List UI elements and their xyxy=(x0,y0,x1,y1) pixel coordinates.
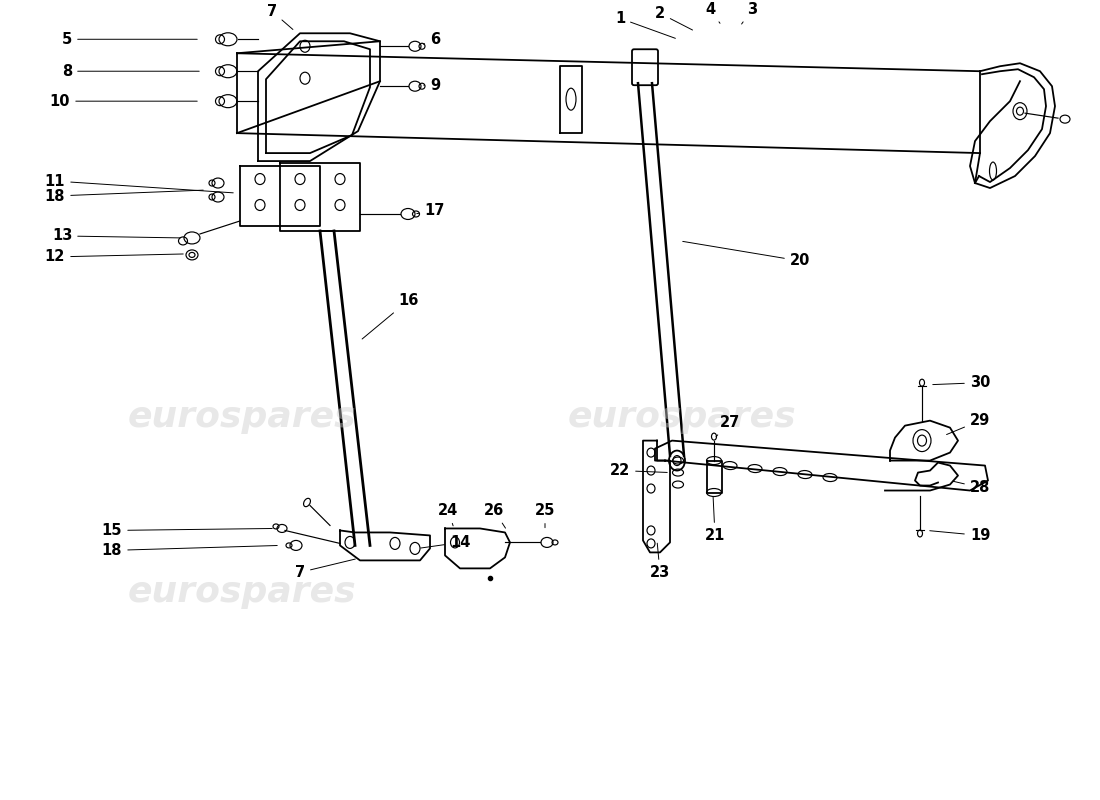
Text: 10: 10 xyxy=(50,94,197,109)
Text: 3: 3 xyxy=(741,2,757,24)
Text: 7: 7 xyxy=(295,559,355,580)
Text: 18: 18 xyxy=(101,543,277,558)
Text: 17: 17 xyxy=(417,203,446,218)
Text: 27: 27 xyxy=(716,415,740,437)
Text: 26: 26 xyxy=(484,503,506,528)
Text: 11: 11 xyxy=(45,174,233,193)
Text: 1: 1 xyxy=(615,11,675,38)
Text: 4: 4 xyxy=(705,2,720,23)
Text: 12: 12 xyxy=(45,250,184,265)
Text: 21: 21 xyxy=(705,498,725,543)
Text: eurospares: eurospares xyxy=(128,400,356,434)
Text: eurospares: eurospares xyxy=(128,575,356,610)
Text: 28: 28 xyxy=(953,480,990,495)
Text: 19: 19 xyxy=(930,528,990,543)
Text: 16: 16 xyxy=(362,294,418,339)
Text: 18: 18 xyxy=(45,189,203,203)
Text: 22: 22 xyxy=(609,463,668,478)
Text: 9: 9 xyxy=(424,78,440,93)
Text: 13: 13 xyxy=(52,229,180,243)
Text: 24: 24 xyxy=(438,503,458,526)
Text: 15: 15 xyxy=(101,523,272,538)
Text: 2: 2 xyxy=(654,6,693,30)
Text: 8: 8 xyxy=(62,64,199,78)
Text: eurospares: eurospares xyxy=(568,400,796,434)
Text: 25: 25 xyxy=(535,503,556,528)
Text: 30: 30 xyxy=(933,375,990,390)
Text: 14: 14 xyxy=(421,535,470,550)
Text: 6: 6 xyxy=(424,32,440,46)
Text: 29: 29 xyxy=(947,413,990,434)
Text: 20: 20 xyxy=(683,242,811,269)
Text: 23: 23 xyxy=(650,543,670,580)
Text: 5: 5 xyxy=(62,32,197,46)
Text: 7: 7 xyxy=(267,4,293,30)
